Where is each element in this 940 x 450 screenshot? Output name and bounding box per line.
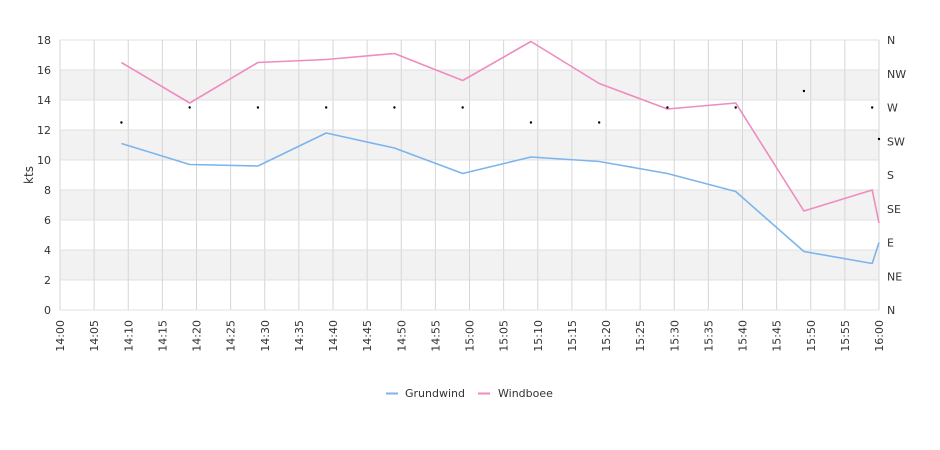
direction-marker (393, 106, 396, 109)
x-tick-label: 14:30 (259, 320, 272, 352)
x-tick-label: 14:40 (327, 320, 340, 352)
x-tick-label: 14:10 (122, 320, 135, 352)
direction-marker (461, 106, 464, 109)
legend-label-windboee: Windboee (498, 387, 553, 400)
series-line-windboee (120, 40, 880, 224)
x-tick-label: 15:55 (839, 320, 852, 352)
x-tick-label: 15:20 (600, 320, 613, 352)
direction-marker (256, 106, 260, 109)
x-tick-label: 14:55 (429, 320, 442, 352)
y-tick-label: 4 (44, 244, 51, 257)
series-lines (120, 40, 880, 265)
legend-label-grundwind: Grundwind (405, 387, 465, 400)
x-tick-label: 15:35 (702, 320, 715, 352)
x-tick-label: 14:25 (225, 320, 238, 352)
x-tick-label: 15:30 (668, 320, 681, 352)
x-tick-label: 16:00 (873, 320, 886, 352)
direction-marker (877, 137, 881, 141)
x-tick-label: 15:50 (805, 320, 818, 352)
legend: Grundwind Windboee (386, 387, 553, 400)
direction-marker (666, 106, 669, 109)
x-tick-label: 15:40 (737, 320, 750, 352)
right-tick-label: SW (887, 135, 905, 148)
x-tick-label: 14:15 (156, 320, 169, 352)
y-tick-label: 2 (44, 274, 51, 287)
x-tick-label: 14:45 (361, 320, 374, 352)
y-tick-label: 18 (37, 34, 51, 47)
right-tick-label: N (887, 304, 895, 317)
right-tick-label: NW (887, 68, 906, 81)
direction-marker (734, 106, 737, 109)
direction-marker (188, 106, 191, 109)
y-tick-label: 10 (37, 154, 51, 167)
direction-marker (802, 89, 806, 93)
legend-item-windboee[interactable]: Windboee (478, 387, 553, 400)
y-axis-label: kts (22, 166, 36, 184)
right-tick-label: W (887, 102, 898, 115)
x-tick-label: 14:05 (88, 320, 101, 352)
x-tick-label: 14:20 (191, 320, 204, 352)
direction-marker (870, 106, 874, 109)
x-tick-label: 15:05 (498, 320, 511, 352)
legend-item-grundwind[interactable]: Grundwind (386, 387, 465, 400)
direction-marker (324, 106, 328, 109)
x-tick-label: 15:45 (771, 320, 784, 352)
right-tick-label: NE (887, 270, 902, 283)
series-line-grundwind (121, 132, 880, 265)
direction-markers (120, 89, 881, 141)
y-tick-label: 14 (37, 94, 51, 107)
x-tick-label: 15:00 (464, 320, 477, 352)
x-axis-ticks: 14:00 14:05 14:10 14:15 14:20 14:25 14:30 14:35… (54, 320, 886, 352)
x-tick-label: 15:15 (566, 320, 579, 352)
x-tick-label: 15:10 (532, 320, 545, 352)
right-axis-ticks: N NE E SE S SW W NW N (887, 34, 906, 317)
y-tick-label: 16 (37, 64, 51, 77)
x-tick-label: 14:50 (395, 320, 408, 352)
x-tick-label: 14:00 (54, 320, 67, 352)
y-axis-ticks: 0 2 4 6 8 10 12 14 16 18 (37, 34, 51, 317)
right-tick-label: N (887, 34, 895, 47)
y-tick-label: 6 (44, 214, 51, 227)
right-tick-label: S (887, 169, 894, 182)
right-tick-label: SE (887, 203, 901, 216)
x-tick-label: 14:35 (293, 320, 306, 352)
horizontal-gridlines (60, 39, 879, 311)
direction-marker (597, 121, 601, 124)
y-tick-label: 8 (44, 184, 51, 197)
direction-marker (529, 121, 533, 124)
y-tick-label: 0 (44, 304, 51, 317)
direction-marker (120, 121, 123, 124)
right-tick-label: E (887, 237, 894, 250)
y-tick-label: 12 (37, 124, 51, 137)
x-tick-label: 15:25 (634, 320, 647, 352)
